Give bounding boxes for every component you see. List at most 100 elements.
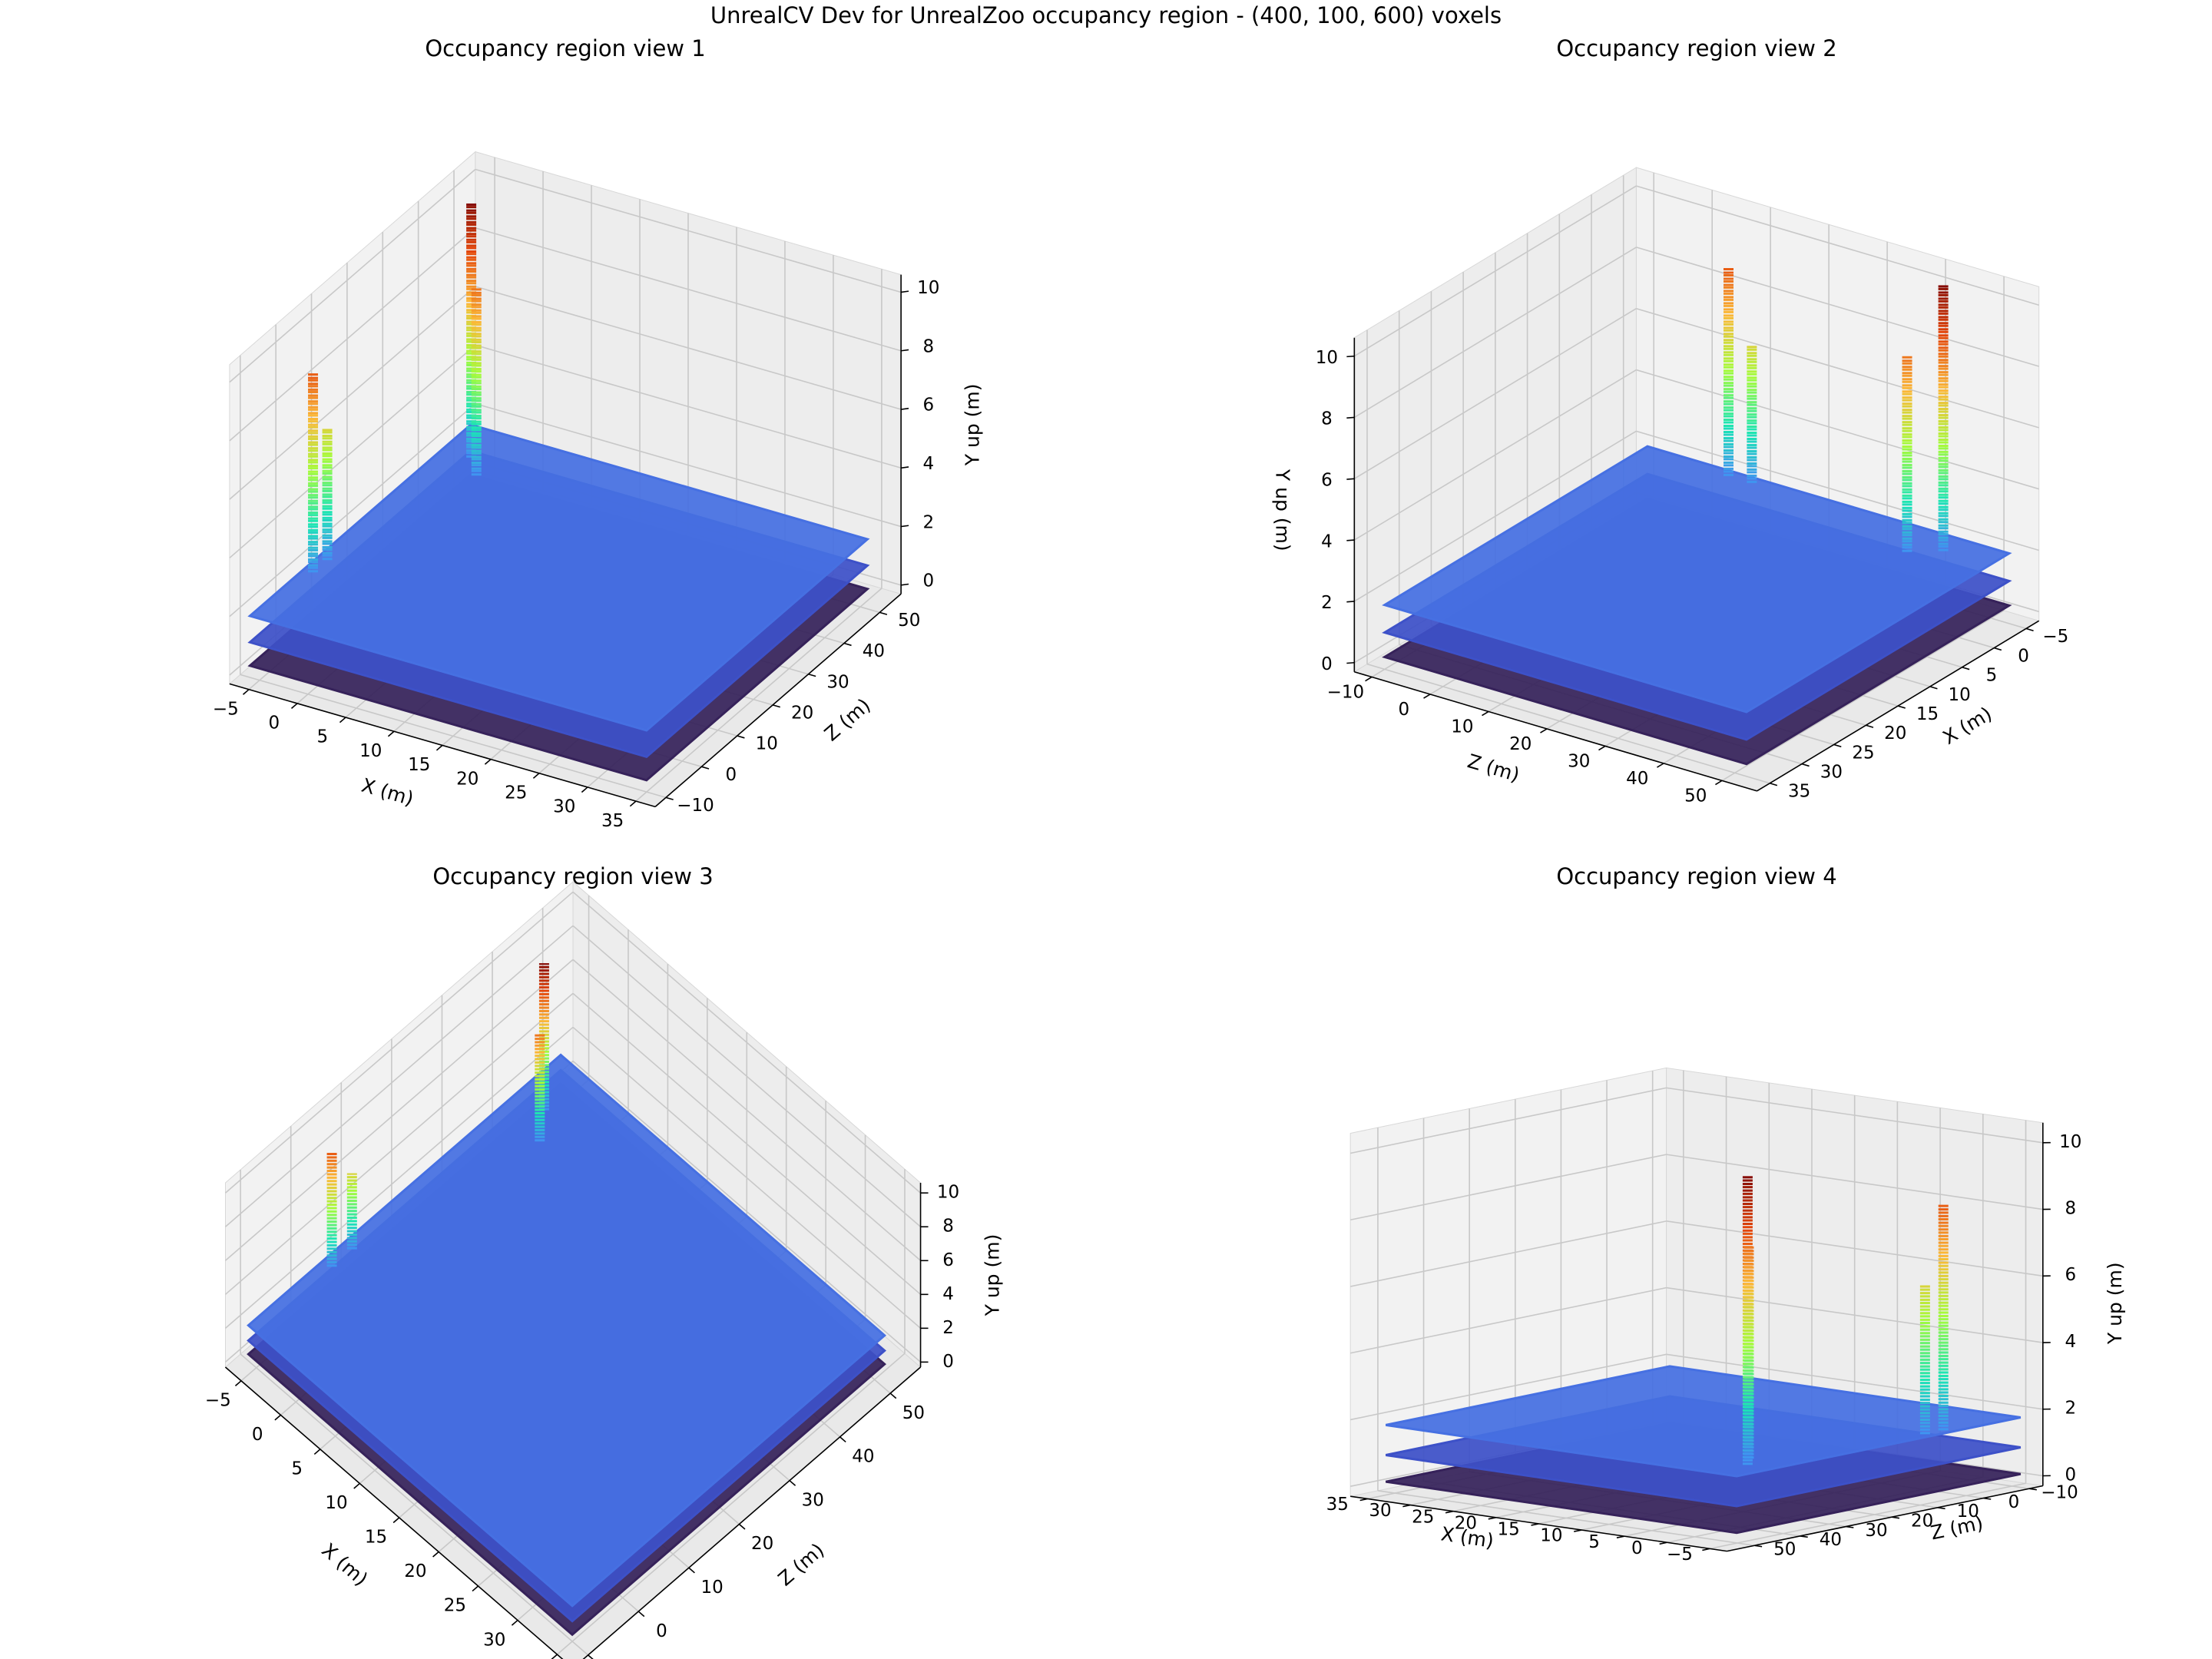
axis-line — [1354, 671, 1757, 792]
voxel-layer — [1385, 1365, 2022, 1478]
x-axis-label: X (m) — [1939, 703, 1995, 749]
axis-line — [229, 683, 656, 808]
z-tick-label: 50 — [898, 611, 920, 631]
tick-mark — [901, 525, 909, 528]
tick-mark — [392, 1517, 400, 1524]
grid-line — [1666, 1154, 2043, 1210]
tick-mark — [1929, 686, 1938, 690]
grid-line — [1666, 1286, 2043, 1343]
grid-line — [1636, 307, 2039, 429]
tick-mark — [588, 1654, 594, 1659]
tick-mark — [1801, 763, 1810, 767]
grid-line — [1636, 430, 2039, 551]
subplot: Occupancy region view 3−505101520253035−… — [205, 863, 1004, 1659]
grid-line — [1350, 1087, 1667, 1154]
grid-line — [224, 1026, 574, 1329]
grid-line — [572, 959, 922, 1261]
x-axis-label: X (m) — [317, 1538, 372, 1590]
subplot: Occupancy region view 1−505101520253035−… — [213, 35, 983, 831]
z-tick-label: 30 — [826, 672, 849, 692]
grid-line — [475, 227, 902, 352]
x-tick-label: 10 — [359, 741, 382, 761]
x-tick-label: 10 — [1540, 1526, 1562, 1546]
y-tick-label: 8 — [2065, 1199, 2077, 1219]
tick-mark — [901, 583, 909, 586]
tick-mark — [1346, 355, 1355, 358]
tick-mark — [511, 1619, 518, 1626]
tick-mark — [290, 703, 298, 710]
tick-mark — [313, 1449, 321, 1455]
tick-mark — [901, 466, 909, 469]
grid-line — [1636, 247, 2039, 367]
tick-mark — [1346, 661, 1355, 664]
tick-mark — [472, 1585, 479, 1592]
grid-line — [1350, 1220, 1667, 1287]
tick-mark — [551, 1654, 558, 1659]
x-tick-label: 20 — [456, 769, 478, 789]
y-tick-label: 2 — [2065, 1399, 2077, 1419]
x-tick-label: 35 — [1788, 782, 1810, 802]
z-tick-label: 20 — [751, 1534, 773, 1554]
tick-mark — [532, 773, 540, 779]
z-tick-label: 10 — [700, 1578, 723, 1598]
z-tick-label: 30 — [1568, 752, 1590, 772]
tick-mark — [737, 735, 745, 739]
x-tick-label: 15 — [365, 1528, 387, 1548]
tick-mark — [432, 1551, 439, 1558]
grid-line — [240, 1353, 589, 1656]
grid-line — [1350, 1286, 1667, 1354]
tick-mark — [637, 1611, 645, 1618]
grid-line — [224, 992, 574, 1295]
y-tick-label: 2 — [922, 512, 934, 532]
grid-line — [224, 891, 574, 1194]
z-tick-label: 0 — [726, 765, 737, 785]
tick-mark — [629, 800, 637, 807]
tick-mark — [1994, 647, 2002, 651]
x-tick-label: 20 — [1884, 724, 1906, 743]
grid-line — [224, 959, 574, 1261]
x-tick-label: 5 — [291, 1459, 303, 1479]
z-tick-label: 40 — [1626, 769, 1648, 789]
grid-line — [229, 344, 476, 559]
grid-line — [635, 588, 882, 802]
grid-line — [1721, 610, 2005, 782]
x-tick-label: 20 — [404, 1561, 426, 1581]
y-axis-label: Y up (m) — [961, 383, 983, 466]
x-tick-label: −5 — [205, 1391, 231, 1411]
x-tick-label: 35 — [1326, 1495, 1349, 1515]
tick-mark — [1346, 601, 1355, 603]
z-tick-label: 50 — [1684, 786, 1707, 806]
tick-mark — [1346, 478, 1355, 480]
tick-mark — [484, 758, 492, 765]
tick-mark — [738, 1523, 746, 1530]
x-tick-label: 25 — [1852, 743, 1874, 763]
tick-mark — [1770, 783, 1778, 786]
axis-line — [654, 593, 902, 808]
grid-line — [1350, 1353, 1667, 1421]
z-axis-label: Z (m) — [774, 1538, 829, 1590]
tick-mark — [581, 786, 588, 793]
x-tick-label: 15 — [408, 755, 430, 775]
subplot-title: Occupancy region view 1 — [425, 35, 705, 61]
grid-line — [1709, 1482, 2026, 1550]
y-tick-label: 0 — [2065, 1465, 2077, 1485]
grid-line — [475, 344, 902, 469]
tick-mark — [1866, 724, 1874, 728]
grid-line — [475, 286, 902, 410]
voxel-layer — [247, 423, 870, 732]
tick-mark — [1482, 710, 1489, 717]
tick-mark — [2025, 628, 2034, 631]
z-tick-label: 0 — [656, 1621, 667, 1641]
tick-mark — [234, 1380, 242, 1386]
grid-line — [229, 227, 476, 442]
z-tick-label: 10 — [1451, 717, 1473, 737]
x-tick-label: 5 — [1588, 1532, 1600, 1552]
y-tick-label: 2 — [1321, 593, 1333, 613]
tick-mark — [665, 796, 674, 800]
grid-line — [572, 925, 922, 1227]
voxel-layer — [247, 1053, 886, 1608]
tick-mark — [1715, 780, 1723, 786]
tick-mark — [843, 642, 852, 647]
y-tick-label: 0 — [942, 1352, 954, 1372]
x-tick-label: 0 — [1631, 1538, 1643, 1558]
